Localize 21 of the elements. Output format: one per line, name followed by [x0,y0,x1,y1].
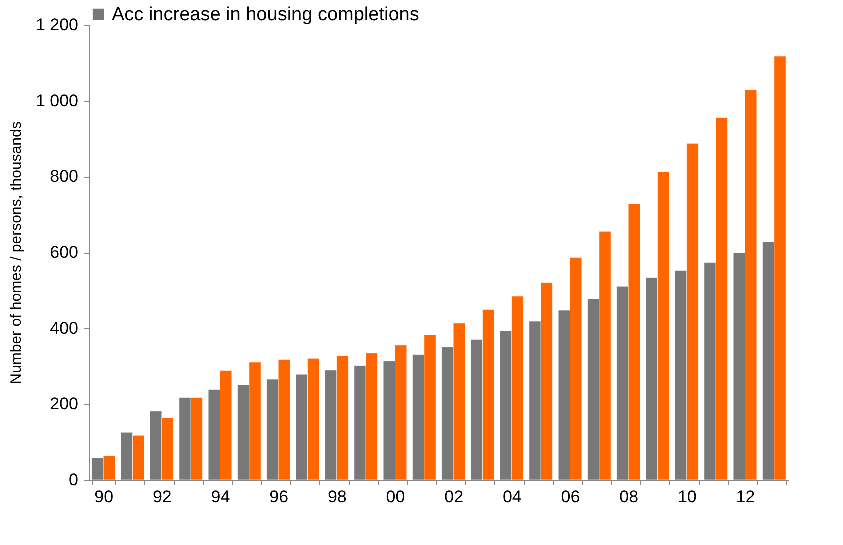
x-tick-label: 08 [620,488,639,506]
y-tick-label: 200 [50,394,78,414]
x-tick-label: 92 [152,488,172,506]
x-tick-label: 02 [444,488,464,506]
x-tick-label: 94 [211,488,230,506]
x-tick-label: 96 [270,488,289,506]
y-tick-label: 800 [50,167,78,186]
legend-label: Acc increase in housing completions [112,4,420,26]
y-tick-label: 1 200 [36,16,78,34]
x-tick-label: 10 [678,488,697,506]
x-tick-label: 98 [328,488,347,506]
y-axis-title: Number of homes / persons, thousands [8,122,25,384]
x-tick-label: 04 [502,488,522,506]
x-tick-label: 00 [386,488,406,506]
x-tick-label: 12 [736,488,756,506]
x-tick-label: 06 [561,488,580,506]
y-tick-label: 400 [50,318,78,338]
y-tick-label: 1 000 [36,91,78,110]
y-tick-label: 0 [69,470,78,490]
y-tick-label: 600 [50,243,78,262]
x-tick-label: 90 [94,488,114,506]
